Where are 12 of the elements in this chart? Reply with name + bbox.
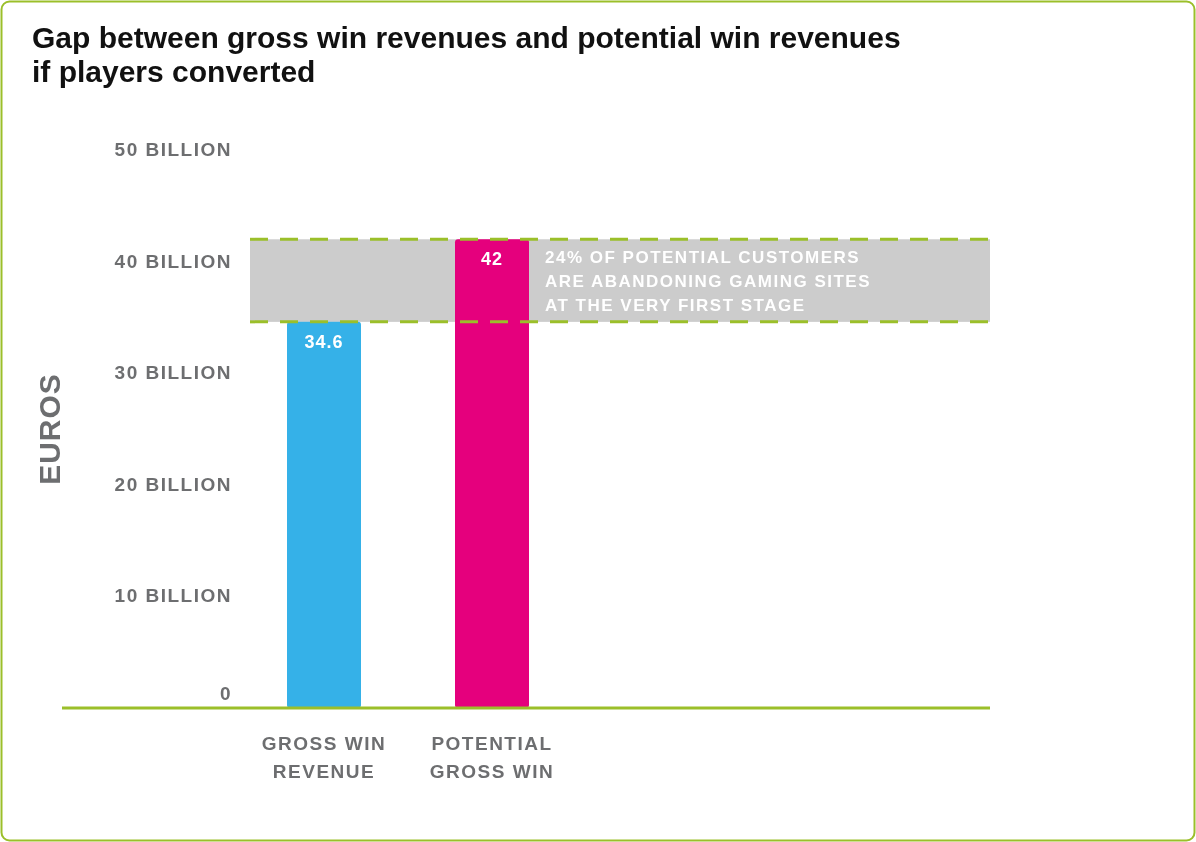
y-tick-label: 20 BILLION [114, 473, 232, 495]
data-label: 34.6 [304, 331, 344, 352]
chart-title: Gap between gross win revenues and potential win revenues if players converted [32, 21, 901, 88]
y-tick-label: 40 BILLION [114, 250, 232, 272]
y-tick-label: 0 [219, 683, 232, 704]
data-label: 42 [480, 249, 504, 270]
y-tick-label: 30 BILLION [114, 362, 232, 384]
x-tick-label: GROSS WIN REVENUE [261, 733, 387, 782]
y-tick-label: 10 BILLION [114, 585, 232, 607]
x-tick-label: POTENTIAL GROSS WIN [429, 733, 555, 782]
y-tick-label: 50 BILLION [114, 139, 232, 160]
y-axis-title: EUROS [33, 373, 66, 485]
